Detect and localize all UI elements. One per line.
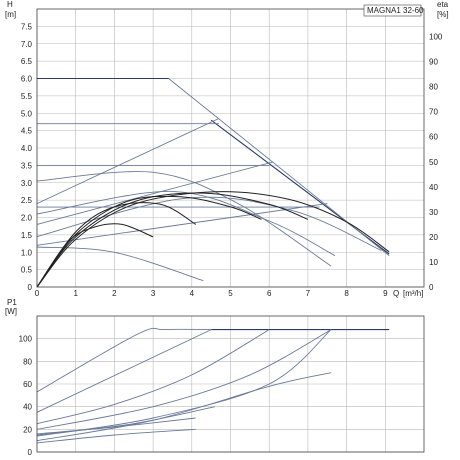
x-axis-label: Q xyxy=(393,289,399,298)
power-curve xyxy=(36,329,332,437)
power-y-axis-label: P1 xyxy=(7,298,17,307)
head-x-tick-label: 8 xyxy=(344,289,349,298)
power-curve xyxy=(36,372,332,442)
head-grid xyxy=(36,9,424,288)
head-x-tick-label: 6 xyxy=(267,289,272,298)
head-y-tick-label: 1.0 xyxy=(21,248,33,257)
head-y-tick-label: 3.0 xyxy=(21,179,33,188)
head-y2-tick-labels: 0 10 20 30 40 50 60 70 80 90 100 xyxy=(429,33,443,292)
head-panel: 0 1 2 3 4 5 6 7 8 9 0 0.5 1.0 1.5 2.0 2.5 3.0 3.5 4.0 4.5 5… xyxy=(5,0,449,298)
head-y-tick-label: 4.5 xyxy=(21,127,33,136)
head-y-tick-label: 0.5 xyxy=(21,266,33,275)
head-y-tick-label: 5.0 xyxy=(21,109,33,118)
eta-tick-label: 60 xyxy=(429,133,438,142)
head-y-axis-label: H xyxy=(7,0,13,9)
head-y-tick-label: 6.5 xyxy=(21,57,33,66)
efficiency-curve xyxy=(36,202,196,288)
power-curve xyxy=(36,428,196,444)
eta-tick-label: 80 xyxy=(429,83,438,92)
head-y-tick-label: 5.5 xyxy=(21,92,33,101)
efficiency-curve xyxy=(36,195,262,288)
eta-axis-unit: [%] xyxy=(437,10,449,19)
power-curves xyxy=(36,327,390,444)
eta-tick-label: 50 xyxy=(429,158,438,167)
head-y-tick-label: 3.5 xyxy=(21,161,33,170)
head-curve xyxy=(36,196,382,251)
power-y-tick-label: 80 xyxy=(23,357,32,366)
power-y-tick-label: 20 xyxy=(23,425,32,434)
power-y-tick-label: 0 xyxy=(28,448,33,457)
eta-tick-label: 40 xyxy=(429,183,438,192)
head-curves xyxy=(36,77,390,288)
power-curve xyxy=(36,329,270,425)
eta-tick-label: 0 xyxy=(429,283,434,292)
efficiency-curve xyxy=(36,192,309,288)
power-y-tick-labels: 0 20 40 60 80 100 xyxy=(19,335,33,457)
head-y-tick-label: 7.0 xyxy=(21,40,33,49)
eta-tick-label: 100 xyxy=(429,33,443,42)
power-y-tick-label: 60 xyxy=(23,380,32,389)
head-y-axis-unit: [m] xyxy=(5,10,16,19)
head-y-tick-labels: 0 0.5 1.0 1.5 2.0 2.5 3.0 3.5 4.0 4.5 5.0 5.5 6.0 6.5… xyxy=(21,22,33,292)
eta-axis-label: eta xyxy=(437,0,449,9)
eta-tick-label: 90 xyxy=(429,58,438,67)
power-y-tick-label: 100 xyxy=(19,335,33,344)
efficiency-curve xyxy=(36,223,154,288)
head-x-tick-label: 1 xyxy=(73,289,78,298)
head-curve xyxy=(36,171,332,267)
power-curve xyxy=(36,327,212,393)
head-x-tick-label: 0 xyxy=(35,289,40,298)
head-y-tick-label: 7.5 xyxy=(21,22,33,31)
head-plot-frame xyxy=(36,8,425,288)
efficiency-curve xyxy=(36,191,390,288)
head-curve xyxy=(36,203,328,246)
power-plot-frame xyxy=(36,315,425,453)
power-y-axis-unit: [W] xyxy=(5,307,17,316)
power-curve xyxy=(36,329,332,430)
chart-title-box xyxy=(363,4,422,17)
power-curve xyxy=(36,329,212,413)
head-curve xyxy=(36,118,220,205)
head-x-tick-label: 3 xyxy=(151,289,156,298)
chart-title: MAGNA1 32-60 xyxy=(367,6,424,15)
eta-tick-label: 20 xyxy=(429,233,438,242)
x-axis-unit: [m³/h] xyxy=(403,289,423,298)
head-curve xyxy=(36,190,336,257)
head-curve xyxy=(36,246,204,282)
eta-tick-label: 70 xyxy=(429,108,438,117)
head-x-tick-label: 2 xyxy=(112,289,117,298)
head-y-tick-label: 4.0 xyxy=(21,144,33,153)
head-y-tick-label: 0 xyxy=(28,283,33,292)
head-y-tick-label: 2.0 xyxy=(21,214,33,223)
head-x-tick-label: 4 xyxy=(190,289,195,298)
eta-tick-label: 30 xyxy=(429,208,438,217)
power-y-tick-label: 40 xyxy=(23,403,32,412)
head-x-tick-label: 7 xyxy=(306,289,311,298)
head-y-tick-label: 2.5 xyxy=(21,196,33,205)
power-panel: 0 20 40 60 80 100 P1 [W] xyxy=(5,298,425,457)
head-y-tick-label: 6.0 xyxy=(21,75,33,84)
head-x-tick-label: 9 xyxy=(383,289,388,298)
power-curve xyxy=(36,406,216,436)
head-y-tick-label: 1.5 xyxy=(21,231,33,240)
power-curve xyxy=(36,417,196,435)
head-x-tick-labels: 0 1 2 3 4 5 6 7 8 9 xyxy=(35,289,388,298)
head-curve xyxy=(36,161,274,225)
head-curve xyxy=(168,78,390,257)
head-x-tick-label: 5 xyxy=(228,289,233,298)
eta-tick-label: 10 xyxy=(429,258,438,267)
